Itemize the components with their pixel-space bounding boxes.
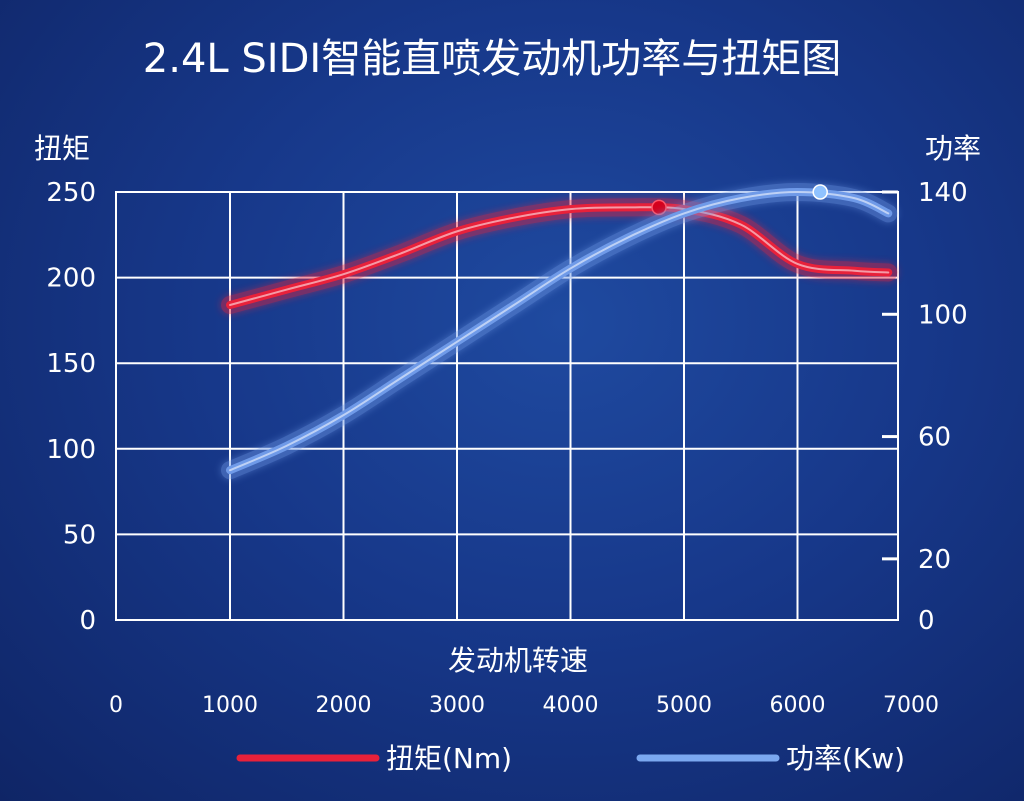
x-tick-label: 0: [109, 693, 123, 718]
x-axis-title: 发动机转速: [448, 644, 588, 677]
left-axis-title: 扭矩: [34, 132, 90, 165]
left-tick-label: 200: [46, 264, 96, 294]
series-highlight-torque: [229, 206, 890, 306]
series-line-power-glow: [221, 182, 898, 480]
right-axis-ticks: 0 20 60 100 140: [882, 178, 968, 636]
x-tick-label: 7000: [883, 693, 939, 718]
left-tick-label: 0: [79, 606, 96, 636]
series-highlight-power: [229, 190, 890, 472]
x-axis-ticks: 0 1000 2000 3000 4000 5000 6000 7000: [109, 693, 939, 718]
right-tick-label: 0: [918, 606, 935, 636]
chart-title: 2.4L SIDI智能直喷发动机功率与扭矩图: [143, 36, 841, 82]
left-tick-label: 50: [63, 520, 96, 550]
x-tick-label: 6000: [770, 693, 826, 718]
peak-point-power: [812, 184, 828, 200]
legend-label-torque: 扭矩(Nm): [386, 742, 512, 775]
x-tick-label: 1000: [202, 693, 258, 718]
legend-label-power: 功率(Kw): [786, 742, 905, 775]
right-axis-title: 功率: [925, 132, 981, 165]
x-tick-label: 5000: [656, 693, 712, 718]
right-tick-label: 60: [918, 423, 951, 453]
x-tick-label: 3000: [429, 693, 485, 718]
series-group: [221, 182, 898, 480]
right-tick-label: 100: [918, 300, 968, 330]
left-tick-label: 100: [46, 435, 96, 465]
right-tick-label: 140: [918, 178, 968, 208]
x-tick-label: 2000: [316, 693, 372, 718]
left-axis-ticks: 0 50 100 150 200 250: [46, 178, 96, 636]
right-tick-label: 20: [918, 545, 951, 575]
plot-frame: [115, 191, 899, 621]
left-tick-label: 150: [46, 349, 96, 379]
left-tick-label: 250: [46, 178, 96, 208]
legend: 扭矩(Nm) 功率(Kw): [236, 742, 905, 775]
series-line-torque: [226, 203, 893, 309]
x-tick-label: 4000: [543, 693, 599, 718]
